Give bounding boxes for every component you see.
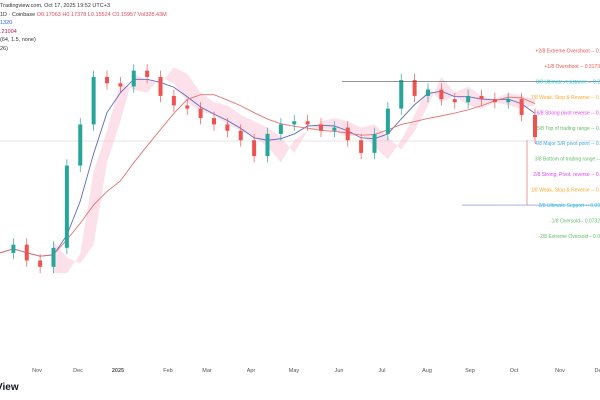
candle: [359, 140, 364, 153]
murrey-level-label: +2/8 Extreme Overshoot -- 0.: [535, 49, 600, 55]
murrey-level-label: -2/8 Extreme Oversold-- 0.0: [538, 234, 600, 240]
candle: [38, 260, 43, 267]
x-tick-label: Aug: [422, 368, 432, 374]
close-value: C0.15957: [112, 11, 137, 18]
candle: [212, 118, 216, 125]
x-tick-label: Oct: [510, 368, 519, 374]
candle: [145, 70, 150, 77]
candle: [519, 99, 524, 115]
volume-value: Vol328.43M: [137, 11, 167, 18]
murrey-level-label: 0/8 Ultimate Support -- 0.09: [539, 203, 600, 209]
candle: [198, 108, 203, 119]
candle: [238, 130, 243, 141]
murrey-level-label: -1/8 Oversold-- 0.0732: [550, 218, 600, 224]
x-tick-label: Jun: [335, 368, 344, 374]
candle: [118, 83, 123, 87]
murrey-level-label: 4/8 Major S/R pivot point -- 0.: [535, 141, 600, 147]
murrey-level-label: +1/8 Overshoot -- 0.3173: [544, 64, 600, 70]
exchange: Coinbase: [11, 11, 36, 18]
indicator-2[interactable]: .21004: [0, 28, 17, 35]
candle: [64, 165, 69, 248]
candle: [78, 124, 83, 166]
candle: [305, 121, 310, 125]
candle: [506, 99, 511, 103]
candle: [278, 124, 283, 134]
candle: [265, 133, 270, 157]
candle: [492, 99, 497, 103]
candle: [11, 244, 16, 253]
candle: [131, 70, 136, 87]
ichimoku-cloud: [53, 67, 535, 274]
x-tick-label: Dec: [73, 368, 83, 374]
candle: [426, 89, 430, 96]
indicator-1[interactable]: 1320: [0, 20, 13, 26]
candle: [533, 114, 537, 138]
low-value: L0.15524: [87, 11, 111, 18]
murrey-level-label: 3/8 Bottom of trading range --: [535, 157, 600, 163]
x-tick-label: Feb: [163, 368, 172, 374]
x-tick-label: Apr: [247, 368, 256, 374]
candle: [292, 121, 297, 125]
x-tick-label: May: [289, 368, 300, 374]
moving-average-slow: [0, 94, 536, 257]
open-value: O0.17063: [36, 11, 61, 18]
x-tick-label: Jul: [378, 368, 385, 374]
x-tick-label: Nov: [32, 368, 42, 374]
x-tick-label: Sep: [465, 368, 475, 374]
candle: [439, 89, 444, 100]
candle: [185, 105, 190, 109]
candle: [385, 108, 390, 134]
candle: [372, 133, 377, 153]
murrey-level-label: 5/8 Top of trading range -- 0.: [537, 126, 600, 132]
x-tick-label: 2025: [112, 368, 124, 374]
candle: [345, 127, 350, 141]
candle: [412, 80, 417, 96]
murrey-level-label: 7/8 Weak, Stop & Reverse -- 0.: [531, 95, 600, 101]
high-value: H0.17378: [62, 11, 87, 18]
candle: [466, 95, 471, 103]
tradingview-logo: View: [0, 382, 19, 393]
murrey-level-label: 2/8 Strong, Pivot, reverse -- 0.: [533, 172, 600, 178]
candle: [319, 124, 323, 131]
indicator-4[interactable]: 26): [0, 45, 8, 52]
candle: [171, 95, 176, 106]
candle: [24, 244, 29, 261]
candle: [225, 124, 230, 131]
candle: [252, 140, 257, 157]
murrey-level-label: 1/8 Weak, Stop & Reverse -- 0.: [531, 188, 600, 194]
x-tick-label: Nov: [555, 368, 565, 374]
murrey-level-label: 8/8 Ultimate resistance -- 0.2: [536, 79, 600, 85]
indicator-3[interactable]: (64, 1.5, none): [0, 37, 36, 43]
candle: [479, 95, 484, 100]
candle: [452, 99, 457, 103]
murrey-level-label: 6/8 Strong pivot reverse -- 0.: [537, 110, 600, 116]
x-tick-label: Mar: [202, 368, 212, 374]
candle: [399, 80, 404, 109]
chart-header: Tradingview.com, Oct 17, 2025 19:52 UTC+…: [0, 3, 167, 52]
source-line: Tradingview.com, Oct 17, 2025 19:52 UTC+…: [0, 3, 111, 9]
x-tick-label: De: [594, 368, 600, 374]
candle: [105, 76, 109, 84]
candle: [332, 127, 337, 131]
candle: [158, 76, 163, 96]
candle: [51, 247, 56, 267]
interval[interactable]: 1D: [0, 11, 8, 18]
candle: [91, 76, 96, 125]
